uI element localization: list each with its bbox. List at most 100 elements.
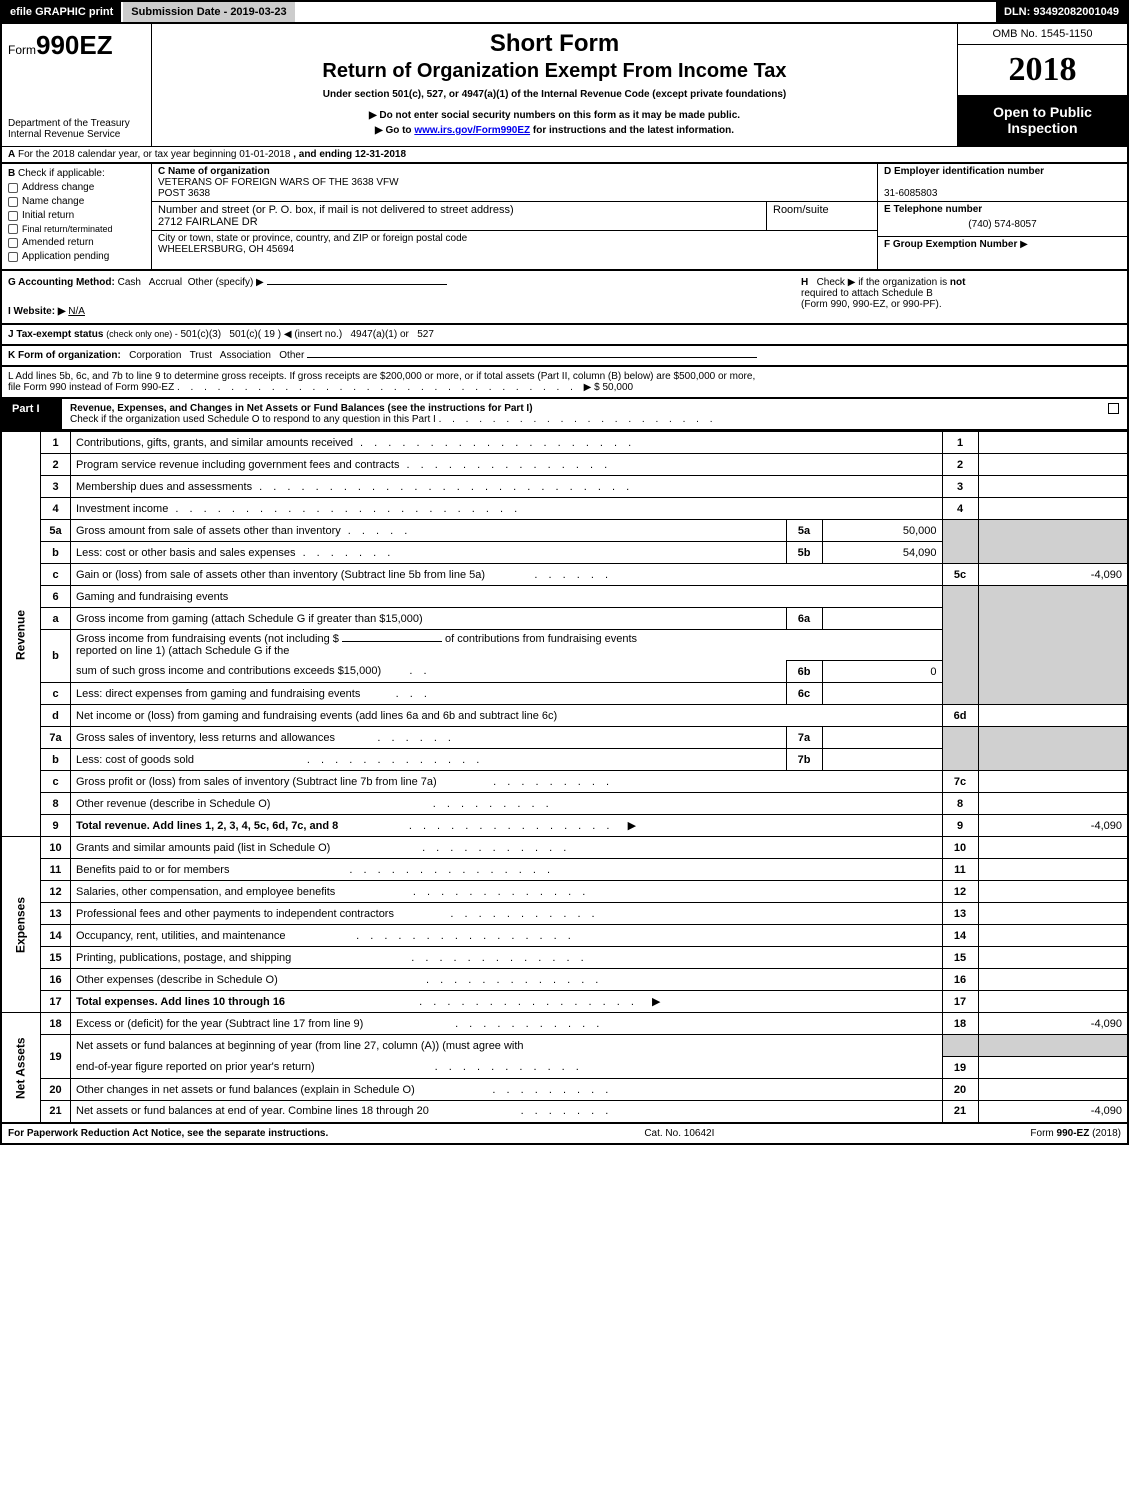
l6b-sv: 0: [822, 661, 942, 683]
l17-desc: Total expenses. Add lines 10 through 16 …: [71, 991, 943, 1013]
l6c-sn: 6c: [786, 683, 822, 705]
form-number-text: 990EZ: [36, 30, 113, 60]
l6d-desc: Net income or (loss) from gaming and fun…: [71, 705, 943, 727]
l6c-desc: Less: direct expenses from gaming and fu…: [71, 683, 787, 705]
l2-num: 2: [41, 454, 71, 476]
l5c-num: c: [41, 564, 71, 586]
line-19-2: end-of-year figure reported on prior yea…: [1, 1057, 1128, 1079]
chk-amended[interactable]: [8, 238, 18, 248]
l7ab-shade-val: [978, 727, 1128, 771]
form-prefix: Form: [8, 43, 36, 57]
l6-shade-val: [978, 586, 1128, 705]
chk-pending[interactable]: [8, 252, 18, 262]
l7b-sn: 7b: [786, 749, 822, 771]
column-d: D Employer identification number 31-6085…: [877, 164, 1127, 269]
ein-label: D Employer identification number: [884, 166, 1044, 177]
other-specify-line[interactable]: [267, 284, 447, 285]
part1-checkbox[interactable]: [1108, 403, 1119, 414]
l18-rn: 18: [942, 1013, 978, 1035]
chk-final[interactable]: [8, 224, 18, 234]
l8-rv: [978, 793, 1128, 815]
l4-num: 4: [41, 498, 71, 520]
l13-num: 13: [41, 903, 71, 925]
line-8: 8 Other revenue (describe in Schedule O)…: [1, 793, 1128, 815]
block-l: L Add lines 5b, 6c, and 7b to line 9 to …: [0, 367, 1129, 399]
l16-rv: [978, 969, 1128, 991]
l5b-desc: Less: cost or other basis and sales expe…: [71, 542, 787, 564]
l11-desc: Benefits paid to or for members . . . . …: [71, 859, 943, 881]
l20-desc: Other changes in net assets or fund bala…: [71, 1079, 943, 1101]
line-16: 16 Other expenses (describe in Schedule …: [1, 969, 1128, 991]
l6c-num: c: [41, 683, 71, 705]
l10-desc: Grants and similar amounts paid (list in…: [71, 837, 943, 859]
lbl-initial: Initial return: [22, 210, 74, 221]
line-14: 14 Occupancy, rent, utilities, and maint…: [1, 925, 1128, 947]
l1-num: 1: [41, 432, 71, 454]
org-name-label: C Name of organization: [158, 166, 270, 177]
footer: For Paperwork Reduction Act Notice, see …: [0, 1124, 1129, 1145]
l12-rv: [978, 881, 1128, 903]
j-sub: (check only one) -: [106, 329, 178, 339]
block-k: K Form of organization: Corporation Trus…: [0, 346, 1129, 367]
line-20: 20 Other changes in net assets or fund b…: [1, 1079, 1128, 1101]
block-bcd: B Check if applicable: Address change Na…: [0, 164, 1129, 271]
l13-rv: [978, 903, 1128, 925]
website-val: N/A: [68, 306, 85, 317]
l7b-desc: Less: cost of goods sold . . . . . . . .…: [71, 749, 787, 771]
chk-address[interactable]: [8, 183, 18, 193]
gh-right: H Check ▶ if the organization is not req…: [801, 277, 1121, 317]
part1-header: Part I Revenue, Expenses, and Changes in…: [0, 399, 1129, 431]
lbl-kother: Other: [279, 350, 304, 361]
l1-desc: Contributions, gifts, grants, and simila…: [71, 432, 943, 454]
header-right: OMB No. 1545-1150 2018 Open to Public In…: [957, 24, 1127, 146]
l9-desc: Total revenue. Add lines 1, 2, 3, 4, 5c,…: [71, 815, 943, 837]
l14-rv: [978, 925, 1128, 947]
l12-rn: 12: [942, 881, 978, 903]
l20-rn: 20: [942, 1079, 978, 1101]
l4-rv: [978, 498, 1128, 520]
irs-link[interactable]: www.irs.gov/Form990EZ: [414, 125, 530, 136]
submission-date: Submission Date - 2019-03-23: [123, 2, 294, 22]
top-bar: efile GRAPHIC print Submission Date - 20…: [0, 0, 1129, 22]
h-text3: (Form 990, 990-EZ, or 990-PF).: [801, 299, 942, 310]
l6b-blank[interactable]: [342, 641, 442, 642]
l7ab-shade: [942, 727, 978, 771]
note2-post: for instructions and the latest informat…: [530, 125, 734, 136]
l16-num: 16: [41, 969, 71, 991]
line-15: 15 Printing, publications, postage, and …: [1, 947, 1128, 969]
l3-rv: [978, 476, 1128, 498]
l11-rv: [978, 859, 1128, 881]
dots: . . . . . . . . . . . . . . . . . . . . …: [439, 414, 717, 425]
lbl-other: Other (specify) ▶: [188, 277, 264, 288]
line-17: 17 Total expenses. Add lines 10 through …: [1, 991, 1128, 1013]
l19-rv: [978, 1057, 1128, 1079]
l2-rv: [978, 454, 1128, 476]
h-label: H: [801, 277, 808, 288]
k-other-line[interactable]: [307, 357, 757, 358]
label-a: A: [8, 149, 15, 160]
form-number: Form990EZ: [8, 30, 145, 61]
efile-print-button[interactable]: efile GRAPHIC print: [2, 2, 123, 22]
l9-num: 9: [41, 815, 71, 837]
l5c-rn: 5c: [942, 564, 978, 586]
h-text1: if the organization is: [858, 277, 947, 288]
chk-name[interactable]: [8, 197, 18, 207]
l8-rn: 8: [942, 793, 978, 815]
l9-rv: -4,090: [978, 815, 1128, 837]
main-title: Return of Organization Exempt From Incom…: [162, 60, 947, 83]
l16-desc: Other expenses (describe in Schedule O) …: [71, 969, 943, 991]
l7b-sv: [822, 749, 942, 771]
omb-number: OMB No. 1545-1150: [958, 24, 1127, 45]
lbl-address: Address change: [22, 182, 94, 193]
dept-line2: Internal Revenue Service: [8, 129, 145, 140]
l17-rn: 17: [942, 991, 978, 1013]
l6d-rv: [978, 705, 1128, 727]
line-5c: c Gain or (loss) from sale of assets oth…: [1, 564, 1128, 586]
gh-left: G Accounting Method: Cash Accrual Other …: [8, 277, 781, 317]
dots: . . . . . . . . . . . . . . . . . . . . …: [177, 382, 584, 393]
chk-initial[interactable]: [8, 211, 18, 221]
l7a-num: 7a: [41, 727, 71, 749]
note2-pre: ▶ Go to: [375, 125, 414, 136]
l7c-desc: Gross profit or (loss) from sales of inv…: [71, 771, 943, 793]
l18-desc: Excess or (deficit) for the year (Subtra…: [71, 1013, 943, 1035]
